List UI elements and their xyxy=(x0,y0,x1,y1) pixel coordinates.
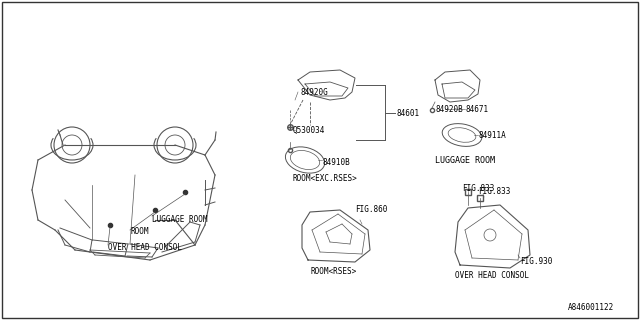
Text: 84910B: 84910B xyxy=(322,157,349,166)
Text: OVER HEAD CONSOL: OVER HEAD CONSOL xyxy=(455,271,529,281)
Text: LUGGAGE ROOM: LUGGAGE ROOM xyxy=(435,156,495,164)
Text: LUGGAGE ROOM: LUGGAGE ROOM xyxy=(152,215,207,225)
Text: OVER HEAD CONSOL: OVER HEAD CONSOL xyxy=(108,243,182,252)
Text: FIG.930: FIG.930 xyxy=(520,258,552,267)
Text: FIG.833: FIG.833 xyxy=(462,183,494,193)
Text: A846001122: A846001122 xyxy=(568,303,614,313)
Text: 84671: 84671 xyxy=(465,105,488,114)
Text: FIG.860: FIG.860 xyxy=(355,205,387,214)
Text: 84601: 84601 xyxy=(396,108,419,117)
Text: ROOM: ROOM xyxy=(130,228,148,236)
Text: 84911A: 84911A xyxy=(478,131,506,140)
Text: Q530034: Q530034 xyxy=(293,125,325,134)
Text: ROOM<RSES>: ROOM<RSES> xyxy=(310,268,356,276)
Text: FIG.833: FIG.833 xyxy=(478,188,510,196)
Text: ROOM<EXC.RSES>: ROOM<EXC.RSES> xyxy=(292,173,356,182)
Text: 84920B: 84920B xyxy=(435,105,463,114)
Text: 84920G: 84920G xyxy=(300,87,328,97)
